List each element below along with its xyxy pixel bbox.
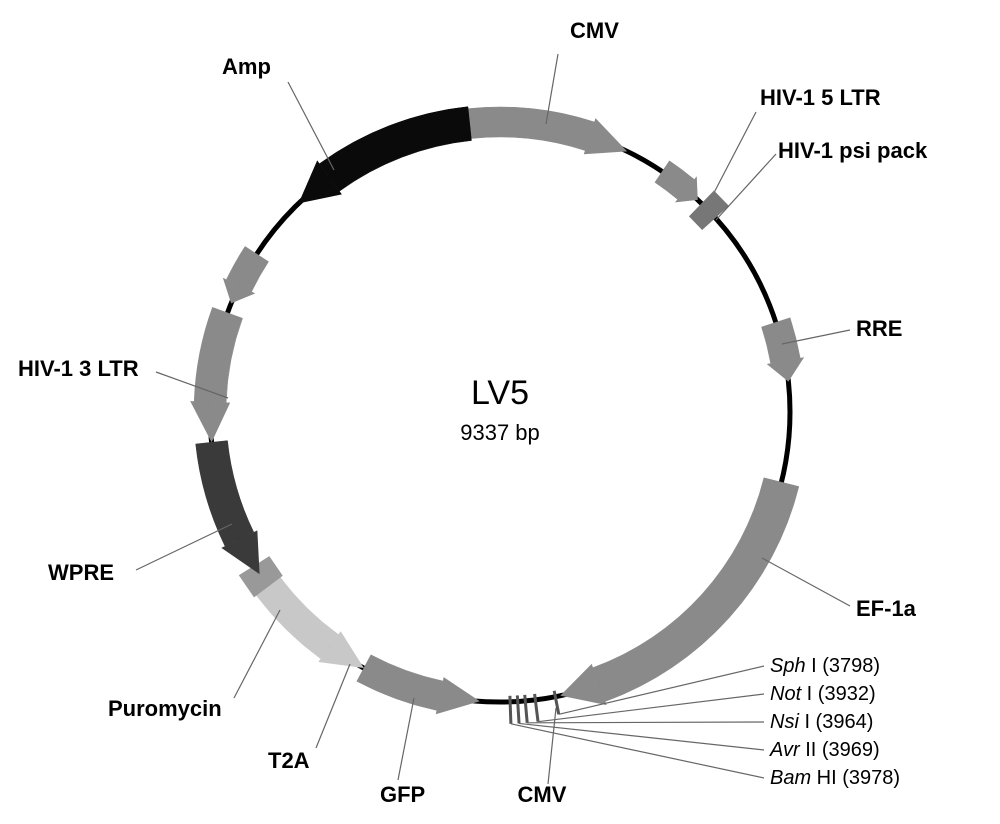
leader-Amp bbox=[288, 82, 334, 170]
leader-EF-1a bbox=[762, 558, 850, 606]
site-label-AvrII: Avr II (3969) bbox=[769, 739, 880, 761]
label-CMV: CMV bbox=[570, 18, 619, 43]
feature-Puromycin bbox=[196, 441, 254, 547]
feature-CMV-2 bbox=[357, 655, 443, 711]
plasmid-map: CMV HIV-1 5 LTR HIV-1 psi pack RRE EF-1a CMV G… bbox=[0, 0, 1000, 824]
leader-HIV-1-psi-pack bbox=[716, 154, 776, 220]
label-Amp: Amp bbox=[222, 54, 271, 79]
site-label-SphI: Sph I (3798) bbox=[770, 655, 880, 677]
site-label-NotI: Not I (3932) bbox=[770, 683, 876, 705]
site-label-NsiI: Nsi I (3964) bbox=[770, 711, 873, 733]
label-CMV-2: CMV bbox=[518, 782, 567, 807]
leader-T2A bbox=[316, 664, 350, 748]
tick-AvrII bbox=[517, 695, 519, 723]
leader-Puromycin bbox=[234, 610, 280, 698]
tick-BamHI bbox=[510, 696, 511, 724]
feature-Amp bbox=[320, 107, 472, 191]
feature-WPRE-arrowhead bbox=[190, 401, 230, 442]
label-EF-1a: EF-1a bbox=[856, 596, 917, 621]
feature-GFP bbox=[256, 577, 338, 658]
feature-CMV bbox=[468, 107, 594, 150]
label-T2A: T2A bbox=[268, 748, 310, 773]
label-HIV-1-5-LTR: HIV-1 5 LTR bbox=[760, 85, 881, 110]
plasmid-name: LV5 bbox=[471, 374, 529, 412]
leader-WPRE bbox=[136, 524, 232, 570]
leader-BamHI bbox=[511, 724, 764, 778]
leader-NotI bbox=[538, 694, 764, 722]
label-HIV-1-psi-pack: HIV-1 psi pack bbox=[778, 138, 928, 163]
feature-EF-1a bbox=[593, 478, 799, 702]
feature-RRE bbox=[762, 318, 801, 364]
leader-GFP bbox=[398, 698, 414, 780]
label-RRE: RRE bbox=[856, 316, 902, 341]
site-label-BamHI: Bam HI (3978) bbox=[770, 767, 900, 789]
leader-NsiI bbox=[527, 722, 764, 723]
plasmid-size: 9337 bp bbox=[460, 420, 540, 445]
leader-AvrII bbox=[519, 723, 764, 750]
label-HIV-1-3-LTR: HIV-1 3 LTR bbox=[18, 356, 139, 381]
label-Puromycin: Puromycin bbox=[108, 696, 222, 721]
label-GFP: GFP bbox=[380, 782, 425, 807]
label-WPRE: WPRE bbox=[48, 560, 114, 585]
